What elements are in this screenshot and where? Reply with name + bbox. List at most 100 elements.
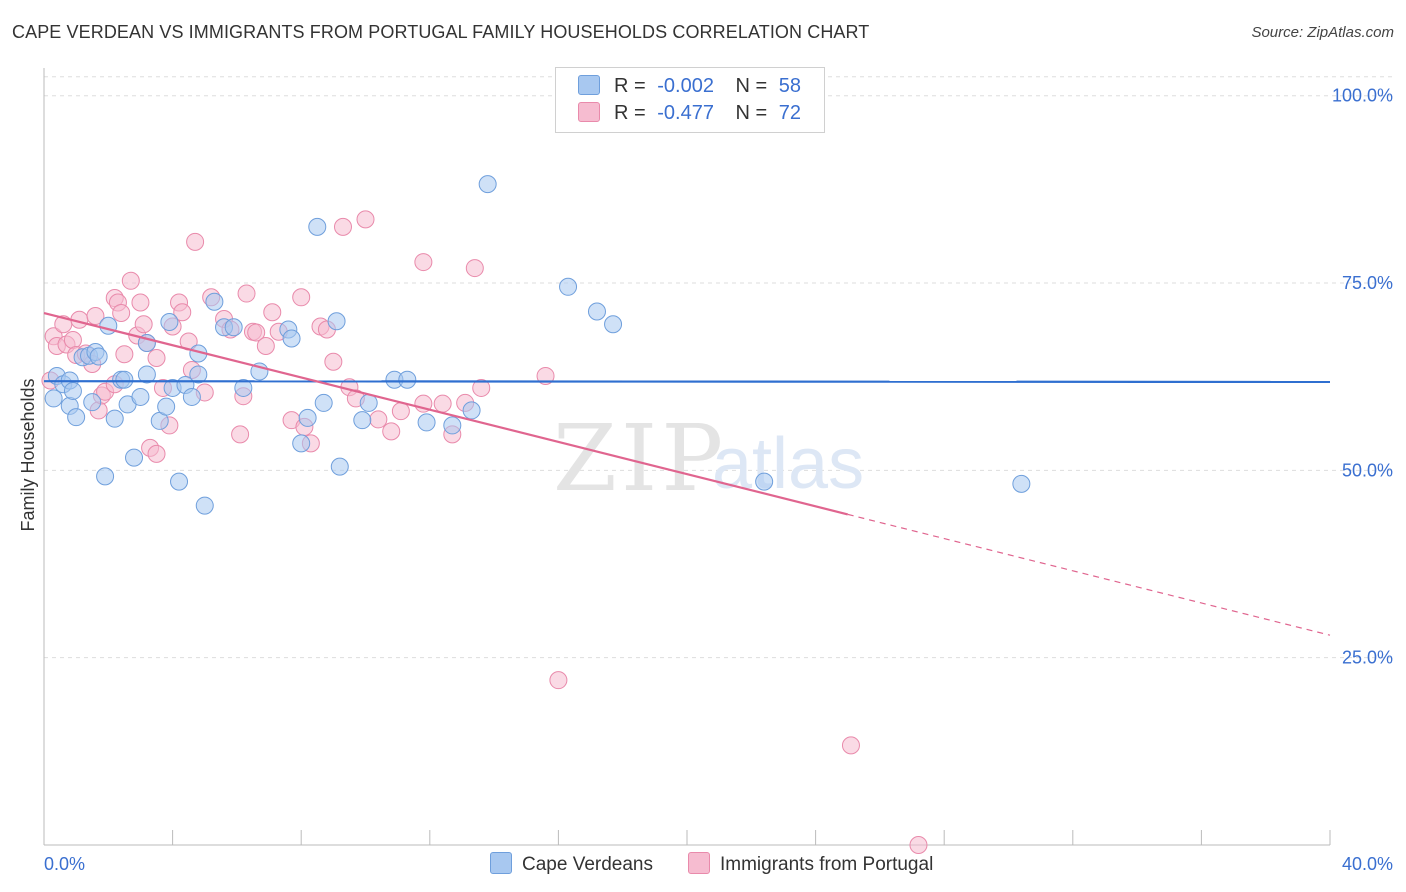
legend-n-value: 72 <box>778 102 802 124</box>
source-label: Source: ZipAtlas.com <box>1251 24 1394 41</box>
portugal-immigrant-point <box>333 217 352 236</box>
bottom-legend-cape-verdeans: Cape Verdeans <box>490 852 653 876</box>
portugal-immigrant-point <box>247 323 266 342</box>
legend-r-value: -0.002 <box>657 75 714 97</box>
portugal-immigrant-point <box>472 378 491 397</box>
tick-labels: 25.0% 50.0% 75.0% 100.0% 0.0% 40.0% <box>44 86 1393 874</box>
legend-r-label: R = <box>614 102 646 124</box>
portugal-immigrant-point <box>63 330 82 349</box>
cape-verdean-point <box>205 292 224 311</box>
legend-box: R = -0.002 N = 58 R = -0.477 N = 72 <box>555 67 825 133</box>
cape-verdean-point <box>1012 474 1031 493</box>
portugal-immigrant-point <box>549 671 568 690</box>
legend-row-immigrants-from-portugal: R = -0.477 N = 72 <box>578 102 801 128</box>
cape-verdean-point <box>604 315 623 334</box>
cape-verdean-point <box>224 318 243 337</box>
cape-verdean-point <box>292 434 311 453</box>
portugal-immigrant-point <box>134 315 153 334</box>
trend-line-solid <box>43 380 1331 384</box>
y-tick-label: 75.0% <box>1342 273 1393 293</box>
cape-verdean-point <box>330 457 349 476</box>
portugal-immigrant-point <box>292 288 311 307</box>
cape-verdean-point <box>353 411 372 430</box>
portugal-immigrant-point <box>369 410 388 429</box>
portugal-immigrant-point <box>391 402 410 421</box>
portugal-immigrant-point <box>173 303 192 322</box>
cape-verdean-point <box>96 467 115 486</box>
cape-verdean-point <box>755 472 774 491</box>
portugal-immigrant-point <box>356 210 375 229</box>
y-axis-title: Family Households <box>18 378 38 531</box>
portugal-immigrant-point <box>121 271 140 290</box>
bottom-legend-label: Cape Verdeans <box>522 854 653 875</box>
cape-verdean-point <box>189 365 208 384</box>
cape-verdean-point <box>105 409 124 428</box>
portugal-immigrant-point <box>382 422 401 441</box>
cape-verdean-point <box>67 408 86 427</box>
axes <box>43 68 1331 846</box>
bottom-legend-swatch-blue <box>490 852 512 874</box>
portugal-immigrant-point <box>465 259 484 278</box>
legend-n-value: 58 <box>778 75 802 97</box>
cape-verdean-point <box>308 217 327 236</box>
legend-swatch-pink <box>578 102 600 122</box>
portugal-immigrant-point <box>147 348 166 367</box>
portugal-immigrant-point <box>414 253 433 272</box>
x-tick-label-min: 0.0% <box>44 854 85 874</box>
cape-verdean-point <box>462 401 481 420</box>
cape-verdean-point <box>157 397 176 416</box>
legend-swatch-blue <box>578 75 600 95</box>
chart-title: CAPE VERDEAN VS IMMIGRANTS FROM PORTUGAL… <box>12 22 870 42</box>
cape-verdean-point <box>63 381 82 400</box>
series-cape-verdeans <box>44 175 1031 515</box>
portugal-immigrant-point <box>909 836 928 854</box>
bottom-legend-swatch-pink <box>688 852 710 874</box>
watermark-zip: ZIP <box>553 405 727 512</box>
cape-verdean-point <box>44 389 63 408</box>
cape-verdean-point <box>314 393 333 412</box>
y-tick-label: 50.0% <box>1342 460 1393 480</box>
portugal-immigrant-point <box>231 425 250 444</box>
watermark-atlas: atlas <box>712 424 864 504</box>
portugal-immigrant-point <box>131 293 150 312</box>
x-tick-label-max: 40.0% <box>1342 854 1393 874</box>
cape-verdean-point <box>195 496 214 515</box>
grid-lines <box>44 76 1392 659</box>
cape-verdean-point <box>559 277 578 296</box>
legend-n-label: N = <box>735 102 768 124</box>
portugal-immigrant-point <box>237 284 256 303</box>
cape-verdean-point <box>83 393 102 412</box>
trend-lines <box>43 311 1331 636</box>
legend-r-value: -0.477 <box>657 102 714 124</box>
cape-verdean-point <box>234 378 253 397</box>
cape-verdean-point <box>137 365 156 384</box>
cape-verdean-point <box>298 408 317 427</box>
legend-n-label: N = <box>735 75 768 97</box>
portugal-immigrant-point <box>263 303 282 322</box>
legend-r-label: R = <box>614 75 646 97</box>
portugal-immigrant-point <box>433 394 452 413</box>
cape-verdean-point <box>398 370 417 389</box>
portugal-immigrant-point <box>186 232 205 251</box>
cape-verdean-point <box>417 413 436 432</box>
portugal-immigrant-point <box>147 444 166 463</box>
portugal-immigrant-point <box>324 352 343 371</box>
y-tick-label: 100.0% <box>1332 86 1393 106</box>
cape-verdean-point <box>160 313 179 332</box>
trend-line-solid <box>43 311 849 516</box>
portugal-immigrant-point <box>112 304 131 323</box>
portugal-immigrant-point <box>536 366 555 385</box>
cape-verdean-point <box>125 448 144 467</box>
portugal-immigrant-point <box>115 345 134 364</box>
portugal-immigrant-point <box>841 736 860 755</box>
cape-verdean-point <box>282 329 301 348</box>
cape-verdean-point <box>587 302 606 321</box>
cape-verdean-point <box>478 175 497 194</box>
bottom-legend-immigrants-from-portugal: Immigrants from Portugal <box>688 852 933 876</box>
portugal-immigrant-point <box>86 307 105 326</box>
cape-verdean-point <box>327 312 346 331</box>
legend-row-cape-verdeans: R = -0.002 N = 58 <box>578 75 801 101</box>
portugal-immigrant-point <box>256 336 275 355</box>
series-immigrants-from-portugal <box>41 210 928 854</box>
